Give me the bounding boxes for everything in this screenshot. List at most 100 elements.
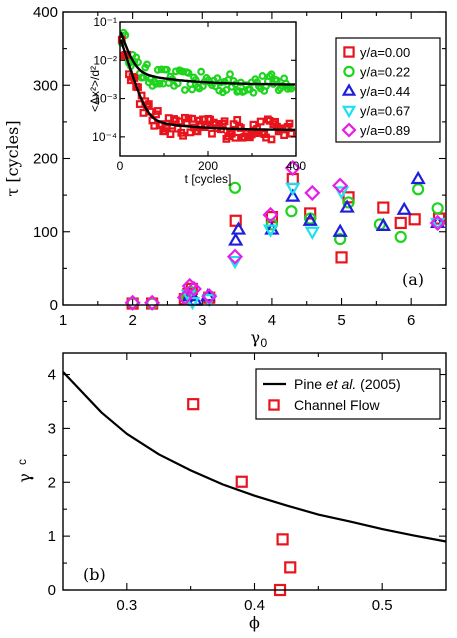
data-point: [333, 186, 350, 200]
legend-marker: [341, 83, 357, 96]
x-tick-label: 0.4: [244, 597, 265, 614]
data-point: [396, 201, 412, 215]
inset-data-point: [179, 131, 187, 140]
inset-data-point: [180, 86, 189, 94]
inset-data-point: [184, 69, 193, 77]
inset-data-point: [222, 86, 231, 94]
legend-label: y/a=0.00: [360, 45, 410, 60]
inset-data-point: [220, 117, 229, 126]
data-point: [429, 214, 446, 232]
y-tick-label: 200: [33, 151, 58, 168]
y-axis-label-superscript: c: [15, 459, 29, 465]
x-tick-label: 4: [268, 312, 276, 329]
y-tick-label: 0: [48, 582, 56, 599]
x-axis-label: γ: [251, 328, 261, 347]
inset-x-axis-label: t [cycles]: [185, 172, 232, 186]
x-axis-label-subscript: 0: [261, 336, 268, 350]
data-point: [262, 224, 279, 238]
legend-label: Channel Flow: [294, 397, 380, 413]
data-point: [285, 188, 301, 202]
inset-data-point: [166, 130, 175, 139]
data-point: [394, 230, 407, 243]
legend-marker: [341, 105, 357, 119]
data-point: [201, 288, 218, 305]
plot-frame: [62, 352, 447, 591]
inset-data-point: [256, 117, 265, 126]
data-point: [144, 294, 161, 311]
data-point: [262, 206, 279, 223]
data-point: [412, 183, 425, 196]
x-tick-label: 6: [407, 312, 415, 329]
inset-data-point: [280, 131, 289, 139]
data-point: [332, 223, 348, 237]
inset-data-point: [139, 73, 148, 82]
inset-data-point: [249, 88, 258, 97]
inset-data-point: [155, 79, 164, 88]
x-axis-label: ϕ: [249, 613, 260, 632]
data-point: [332, 177, 349, 194]
data-point: [304, 226, 320, 240]
data-point: [285, 205, 298, 218]
inset-data-point: [188, 114, 197, 123]
inset-fit-curve: [119, 31, 296, 86]
legend-label: y/a=0.67: [360, 104, 410, 119]
data-point: [394, 216, 407, 230]
y-tick-label: 1: [48, 528, 56, 545]
inset-data-point: [197, 67, 206, 76]
inset-data-point: [143, 60, 151, 69]
y-tick-label: 0: [50, 297, 58, 314]
inset-data-point: [208, 129, 216, 138]
data-point: [226, 248, 244, 265]
inset-data-point: [258, 72, 267, 80]
inset-data-point: [153, 65, 162, 74]
inset-data-point: [134, 58, 142, 67]
data-point: [228, 232, 244, 246]
legend-marker: [343, 65, 355, 78]
legend-label: y/a=0.44: [360, 84, 410, 99]
data-point: [304, 207, 317, 220]
plot-frame: [62, 11, 447, 306]
data-point: [284, 561, 297, 574]
x-tick-label: 5: [337, 312, 345, 329]
legend-marker: [268, 399, 280, 411]
y-axis-label: τ [cycles]: [3, 120, 22, 196]
legend-label-curve: Pine et al. (2005): [294, 376, 401, 392]
y-tick-label: 3: [48, 420, 56, 437]
inset-data-point: [231, 133, 240, 142]
x-tick-label: 1: [59, 312, 67, 329]
panel-label: (a): [402, 270, 424, 289]
legend-label: y/a=0.89: [360, 123, 410, 138]
data-point: [375, 217, 391, 231]
x-tick-label: 0.3: [116, 597, 137, 614]
data-point: [431, 202, 444, 215]
data-point: [304, 184, 321, 201]
data-point: [339, 199, 355, 213]
pine-curve: [62, 371, 447, 543]
data-point: [410, 170, 426, 185]
inset-data-point: [152, 79, 160, 88]
y-tick-label: 100: [33, 224, 58, 241]
data-point: [342, 196, 355, 209]
data-point: [335, 251, 348, 264]
data-point: [408, 213, 421, 226]
inset-data-point: [226, 70, 234, 79]
legend-box: [255, 368, 441, 420]
inset-x-tick-label: 200: [198, 159, 218, 173]
legend-marker: [343, 46, 355, 58]
inset-y-tick-label: 10⁻⁴: [92, 130, 117, 144]
inset-fit-curve: [119, 39, 296, 131]
inset-data-point: [144, 100, 153, 108]
data-point: [230, 221, 247, 235]
inset-data-point: [193, 127, 202, 136]
inset-data-point: [162, 65, 171, 74]
data-point: [187, 398, 200, 411]
inset-y-tick-label: 10⁻¹: [93, 15, 117, 29]
y-tick-label: 2: [48, 474, 56, 491]
x-tick-label: 2: [128, 312, 136, 329]
data-point: [429, 217, 446, 232]
y-tick-label: 400: [33, 4, 58, 21]
data-point: [229, 214, 242, 227]
inset-data-point: [139, 109, 148, 117]
